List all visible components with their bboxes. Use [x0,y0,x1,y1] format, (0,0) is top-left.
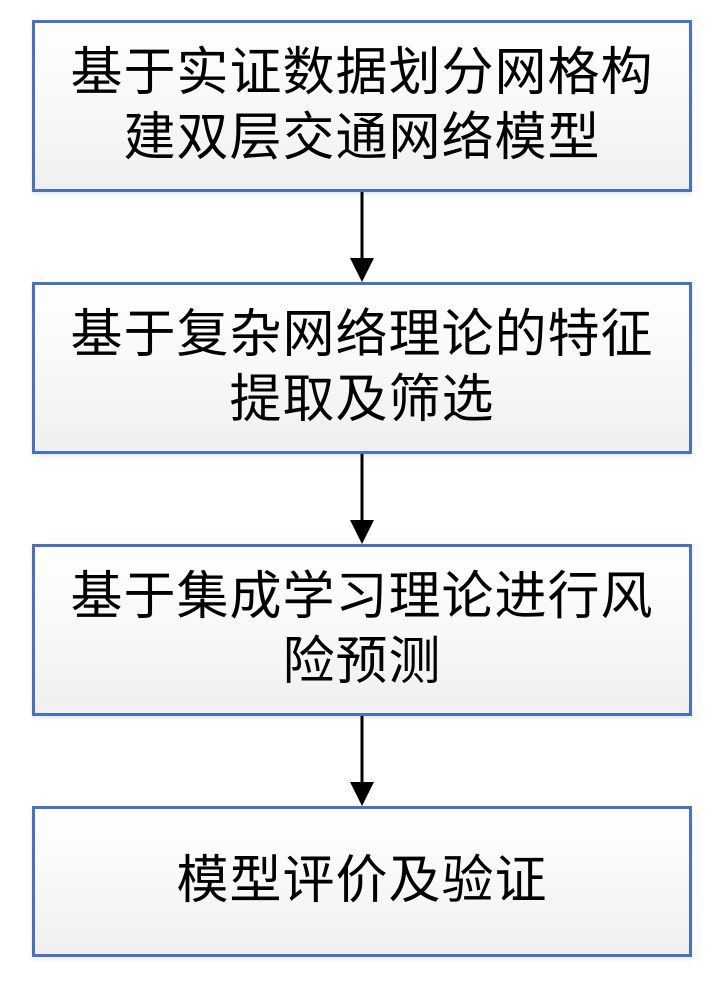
arrow-down-icon [347,454,377,544]
flowchart-step-1: 基于实证数据划分网格构建双层交通网络模型 [32,20,692,192]
arrow-down-icon [347,716,377,806]
step-label: 基于集成学习理论进行风险预测 [55,565,669,695]
step-label: 基于实证数据划分网格构建双层交通网络模型 [55,41,669,171]
flowchart-step-3: 基于集成学习理论进行风险预测 [32,544,692,716]
step-label: 基于复杂网络理论的特征提取及筛选 [55,303,669,433]
flowchart-arrow-2 [347,454,377,544]
step-label: 模型评价及验证 [176,849,547,914]
arrow-down-icon [347,192,377,282]
flowchart-step-4: 模型评价及验证 [32,806,692,957]
flowchart-arrow-1 [347,192,377,282]
flowchart-step-2: 基于复杂网络理论的特征提取及筛选 [32,282,692,454]
flowchart-arrow-3 [347,716,377,806]
